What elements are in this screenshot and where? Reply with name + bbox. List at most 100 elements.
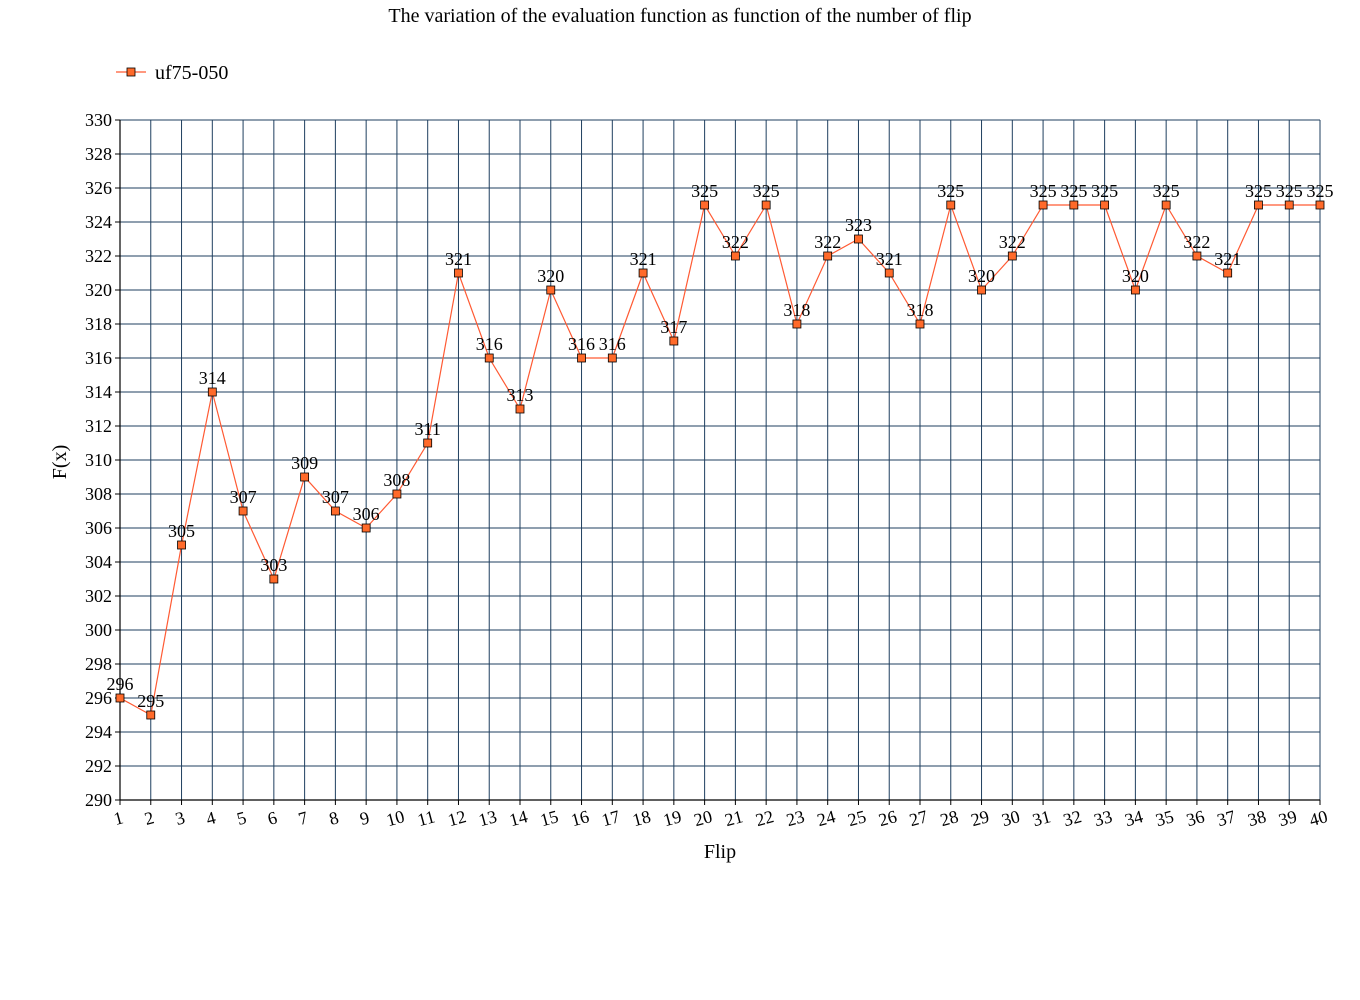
series-uf75-050	[115, 200, 1325, 720]
y-tick-label: 326	[85, 178, 112, 198]
x-tick-label: 8	[327, 807, 341, 829]
data-label: 325	[753, 181, 780, 201]
x-tick-label: 37	[1215, 806, 1238, 830]
x-tick-label: 9	[358, 807, 372, 829]
data-label: 309	[291, 453, 318, 473]
y-tick-label: 298	[85, 654, 112, 674]
data-label: 322	[999, 232, 1026, 252]
x-tick-label: 4	[204, 807, 218, 829]
x-tick-label: 39	[1276, 806, 1299, 830]
data-point	[1223, 268, 1233, 278]
x-tick-label: 36	[1184, 806, 1207, 830]
data-label: 321	[1214, 249, 1241, 269]
data-label: 305	[168, 521, 195, 541]
y-tick-label: 320	[85, 280, 112, 300]
y-tick-label: 312	[85, 416, 112, 436]
data-point	[1284, 200, 1294, 210]
x-tick-label: 2	[142, 807, 156, 829]
x-tick-label: 24	[815, 806, 838, 830]
data-label: 317	[660, 317, 687, 337]
x-tick-label: 12	[446, 806, 469, 830]
data-label: 325	[1245, 181, 1272, 201]
data-point	[854, 234, 863, 244]
x-tick-label: 34	[1123, 806, 1146, 830]
x-tick-label: 7	[296, 807, 310, 829]
y-tick-label: 316	[85, 348, 112, 368]
data-point	[669, 336, 679, 346]
x-tick-label: 3	[173, 807, 187, 829]
data-point	[761, 200, 771, 210]
x-tick-label: 1	[112, 807, 126, 829]
data-point	[1161, 200, 1171, 210]
data-point	[330, 506, 340, 516]
data-point	[977, 285, 986, 295]
data-label: 320	[1122, 266, 1149, 286]
x-tick-label: 23	[784, 806, 807, 830]
data-point	[1100, 200, 1110, 210]
data-point	[300, 472, 310, 482]
data-label: 325	[1091, 181, 1118, 201]
data-label: 320	[968, 266, 995, 286]
data-label: 322	[814, 232, 841, 252]
y-tick-label: 302	[85, 586, 112, 606]
y-tick-label: 308	[85, 484, 112, 504]
y-tick-label: 290	[85, 790, 112, 810]
x-axis-label: Flip	[704, 841, 736, 863]
data-label: 318	[783, 300, 810, 320]
data-point	[454, 268, 463, 278]
data-point	[607, 353, 617, 363]
x-tick-label: 5	[235, 807, 249, 829]
x-tick-label: 21	[723, 806, 746, 830]
x-tick-label: 6	[265, 807, 279, 829]
data-point	[177, 540, 186, 550]
data-label: 316	[599, 334, 626, 354]
data-point	[1038, 200, 1048, 210]
data-label: 322	[722, 232, 749, 252]
data-label: 316	[568, 334, 595, 354]
data-point	[1254, 200, 1263, 210]
x-tick-label: 15	[538, 806, 561, 830]
data-label: 314	[199, 368, 226, 388]
data-label: 321	[876, 249, 903, 269]
data-label: 303	[260, 555, 287, 575]
data-point	[792, 319, 802, 329]
data-point	[915, 319, 925, 329]
x-tick-label: 28	[938, 806, 961, 830]
x-tick-label: 25	[846, 806, 869, 830]
data-label: 307	[230, 487, 257, 507]
data-point	[484, 353, 494, 363]
data-point	[1007, 251, 1017, 261]
data-label: 323	[845, 215, 872, 235]
data-point	[577, 353, 586, 363]
y-tick-label: 310	[85, 450, 112, 470]
x-tick-label: 11	[415, 806, 437, 830]
data-point	[946, 200, 956, 210]
data-label: 306	[353, 504, 380, 524]
x-tick-label: 16	[569, 806, 592, 830]
data-label: 325	[1153, 181, 1180, 201]
x-tick-label: 38	[1246, 806, 1269, 830]
y-tick-label: 300	[85, 620, 112, 640]
series-line	[119, 202, 1320, 716]
y-tick-label: 314	[85, 382, 112, 402]
data-point	[638, 268, 648, 278]
x-tick-label: 27	[907, 806, 930, 830]
data-point	[884, 268, 894, 278]
y-tick-label: 330	[85, 110, 112, 130]
data-point	[238, 506, 248, 516]
data-label: 325	[937, 181, 964, 201]
data-point	[361, 523, 371, 533]
x-tick-label: 19	[661, 806, 684, 830]
data-label: 325	[691, 181, 718, 201]
y-tick-label: 296	[85, 688, 112, 708]
x-tick-label: 22	[753, 806, 776, 830]
x-tick-label: 33	[1092, 806, 1115, 830]
x-tick-label: 10	[384, 806, 407, 830]
x-tick-label: 17	[599, 806, 622, 830]
x-tick-label: 30	[999, 806, 1022, 830]
x-tick-label: 18	[630, 806, 653, 830]
data-point	[1069, 200, 1079, 210]
data-label: 325	[1307, 181, 1334, 201]
chart-title: The variation of the evaluation function…	[388, 5, 971, 27]
data-point	[1130, 285, 1140, 295]
